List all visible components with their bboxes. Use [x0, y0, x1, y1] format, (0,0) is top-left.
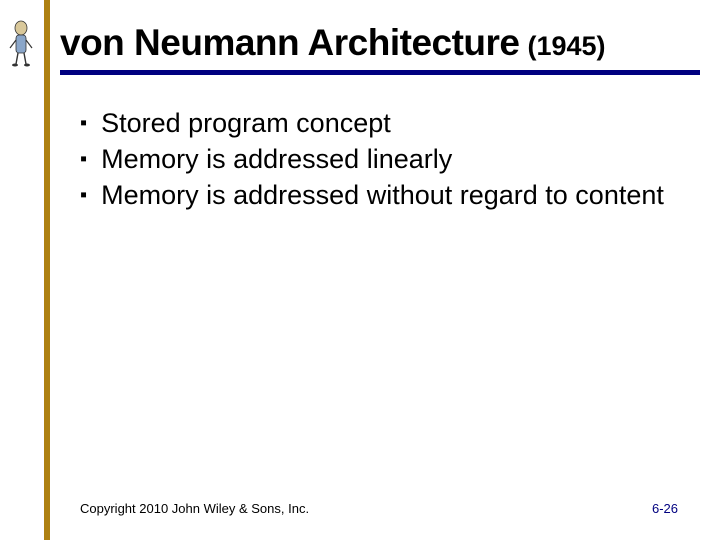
bullet-marker-icon: ▪	[80, 142, 87, 176]
bullet-marker-icon: ▪	[80, 106, 87, 140]
bullet-item: ▪ Stored program concept	[80, 106, 680, 140]
bullet-text: Stored program concept	[101, 106, 391, 140]
bullet-text: Memory is addressed without regard to co…	[101, 178, 664, 212]
slide-header: von Neumann Architecture (1945)	[60, 22, 700, 75]
bullet-list: ▪ Stored program concept ▪ Memory is add…	[80, 106, 680, 214]
bullet-item: ▪ Memory is addressed without regard to …	[80, 178, 680, 212]
slide-title: von Neumann Architecture	[60, 22, 520, 64]
mascot-icon	[6, 18, 36, 68]
vertical-rule	[44, 0, 50, 540]
page-number: 6-26	[652, 501, 678, 516]
title-underline	[60, 70, 700, 75]
copyright-text: Copyright 2010 John Wiley & Sons, Inc.	[80, 501, 309, 516]
bullet-marker-icon: ▪	[80, 178, 87, 212]
bullet-item: ▪ Memory is addressed linearly	[80, 142, 680, 176]
bullet-text: Memory is addressed linearly	[101, 142, 452, 176]
slide-title-year: (1945)	[528, 31, 606, 62]
